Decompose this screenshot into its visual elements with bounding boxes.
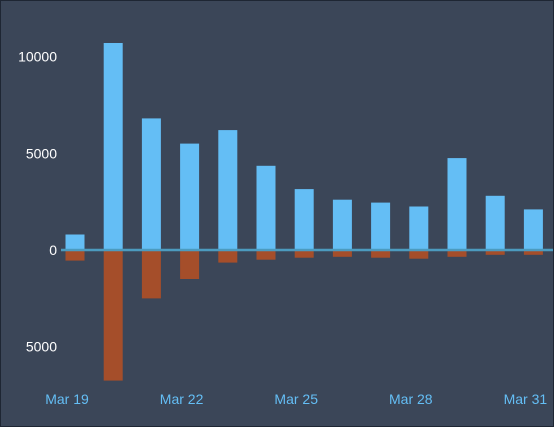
bar-negative-9 — [409, 250, 429, 259]
bar-positive-5 — [256, 165, 276, 250]
bar-negative-1 — [103, 250, 123, 381]
bar-negative-0 — [65, 250, 85, 261]
bar-negative-3 — [180, 250, 200, 279]
x-tick-label: Mar 28 — [389, 391, 433, 407]
bar-negative-7 — [332, 250, 352, 257]
bar-negative-2 — [141, 250, 161, 299]
bar-positive-9 — [409, 206, 429, 250]
bar-positive-8 — [371, 202, 391, 250]
x-axis: Mar 19 Mar 22 Mar 25 Mar 28 Mar 31 — [45, 391, 547, 407]
y-tick-label: 0 — [49, 242, 57, 258]
bar-negative-5 — [256, 250, 276, 260]
x-tick-label: Mar 31 — [504, 391, 548, 407]
bar-negative-6 — [294, 250, 314, 258]
bar-positive-12 — [523, 209, 543, 250]
x-tick-label: Mar 22 — [160, 391, 204, 407]
y-tick-label: 5000 — [26, 145, 57, 161]
bar-positive-2 — [141, 118, 161, 251]
bar-negative-10 — [447, 250, 467, 257]
bar-negative-12 — [523, 250, 543, 255]
bars-layer — [65, 43, 543, 381]
y-tick-label: 5000 — [26, 339, 57, 355]
bar-positive-7 — [332, 199, 352, 250]
y-axis: 10000 5000 0 5000 — [18, 49, 57, 355]
x-tick-label: Mar 19 — [45, 391, 89, 407]
bar-positive-0 — [65, 234, 85, 250]
bar-positive-11 — [485, 195, 505, 250]
bar-positive-6 — [294, 189, 314, 250]
bar-positive-4 — [218, 130, 238, 250]
bar-positive-1 — [103, 43, 123, 250]
y-tick-label: 10000 — [18, 49, 57, 65]
bar-positive-3 — [180, 143, 200, 250]
bar-negative-8 — [371, 250, 391, 258]
bar-positive-10 — [447, 158, 467, 250]
bar-negative-11 — [485, 250, 505, 255]
bar-negative-4 — [218, 250, 238, 263]
x-tick-label: Mar 25 — [274, 391, 318, 407]
